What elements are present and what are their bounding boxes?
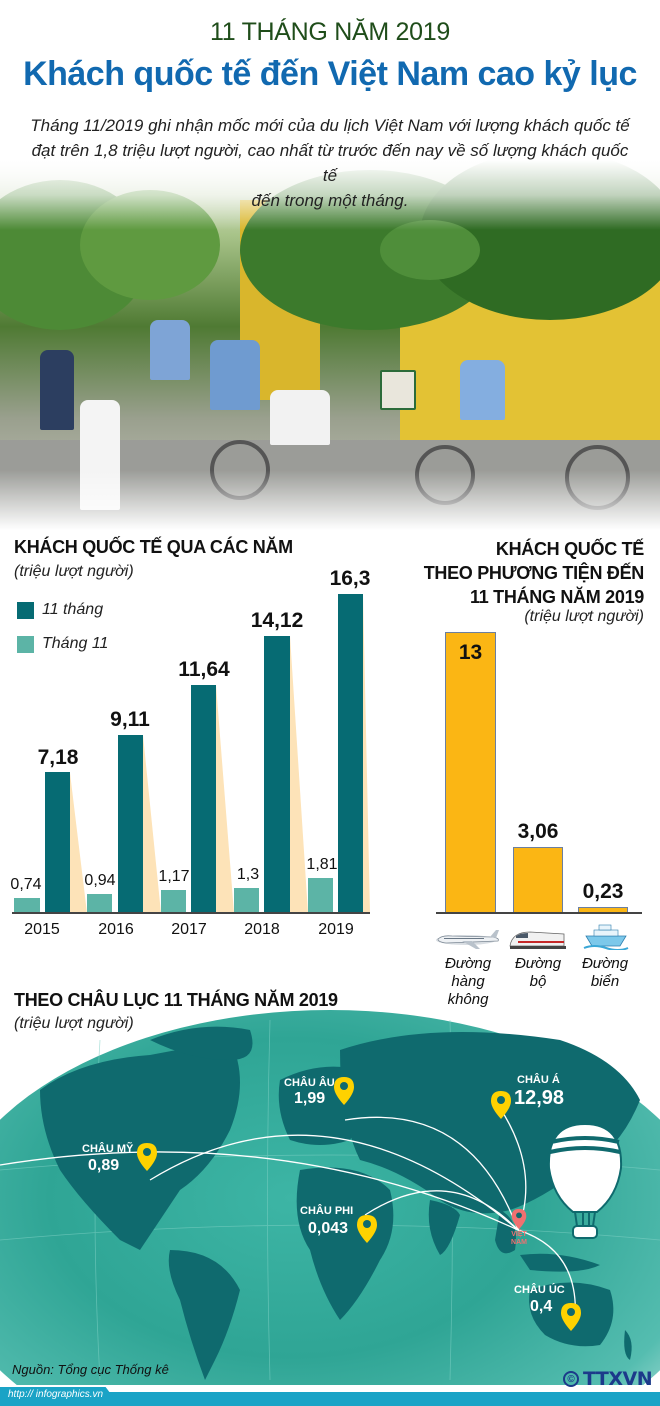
region-value-europe: 1,99 xyxy=(294,1090,326,1107)
label-2017-11-thang: 11,64 xyxy=(178,658,230,681)
year-label: 2018 xyxy=(244,921,280,938)
map-pin-oceania-icon xyxy=(561,1303,581,1331)
vietnam-label: VIỆT NAM xyxy=(506,1231,532,1247)
label-2019-thang-11: 1,81 xyxy=(306,856,338,873)
bar-2019-11-thang xyxy=(338,594,363,913)
mode-label-road: Đường bộ xyxy=(503,955,573,991)
bar-2018-11-thang xyxy=(264,636,290,913)
airplane-icon xyxy=(436,930,499,949)
intro-text: Tháng 11/2019 ghi nhận mốc mới của du lị… xyxy=(30,113,630,213)
label-2017-thang-11: 1,17 xyxy=(158,868,190,885)
mode-line: Đường xyxy=(444,955,492,972)
train-icon xyxy=(509,931,566,949)
world-map xyxy=(0,1000,660,1385)
ship-icon xyxy=(583,924,629,950)
bar-2015-11-thang xyxy=(45,772,70,913)
label-2018-11-thang: 14,12 xyxy=(250,609,304,632)
region-value-americas: 0,89 xyxy=(88,1157,120,1174)
hot-air-balloon-icon xyxy=(547,1122,623,1239)
bar-2017-11-thang xyxy=(191,685,216,913)
bar-2016-11-thang xyxy=(118,735,143,913)
map-title: THEO CHÂU LỤC 11 THÁNG NĂM 2019 xyxy=(14,990,338,1010)
vn-line: VIỆT xyxy=(511,1231,527,1238)
ttxvn-logo: © TTXVN xyxy=(563,1368,653,1390)
intro-line: đạt trên 1,8 triệu lượt người, cao nhất … xyxy=(31,141,629,185)
title-line: THEO PHƯƠNG TIỆN ĐẾN xyxy=(423,563,645,583)
chart-unit-years: (triệu lượt người) xyxy=(14,563,134,580)
region-name-europe: CHÂU ÂU xyxy=(284,1077,335,1089)
region-name-asia: CHÂU Á xyxy=(517,1074,560,1086)
title-line: 11 THÁNG NĂM 2019 xyxy=(470,587,644,607)
legend-label: 11 tháng xyxy=(42,601,104,618)
title-line: KHÁCH QUỐC TẾ xyxy=(495,539,644,559)
map-pin-vietnam-icon xyxy=(511,1208,527,1230)
intro-line: Tháng 11/2019 ghi nhận mốc mới của du lị… xyxy=(30,116,630,135)
map-pin-africa-icon xyxy=(357,1215,377,1243)
region-name-africa: CHÂU PHI xyxy=(300,1205,354,1217)
legend-swatch xyxy=(17,601,34,619)
bar-air xyxy=(445,632,496,913)
year-label: 2019 xyxy=(318,921,354,938)
copyright-icon: © xyxy=(563,1371,579,1387)
year-label: 2015 xyxy=(24,921,60,938)
legend-swatch xyxy=(17,635,34,653)
source-note: Nguồn: Tổng cục Thống kê xyxy=(12,1362,169,1377)
year-label: 2017 xyxy=(171,921,207,938)
label-2016-11-thang: 9,11 xyxy=(110,708,150,731)
bar-2017-thang-11 xyxy=(161,890,186,913)
mode-line: bộ xyxy=(529,973,547,990)
label-2018-thang-11: 1,3 xyxy=(236,866,260,883)
footer-tab xyxy=(0,1387,120,1406)
region-value-africa: 0,043 xyxy=(308,1220,349,1237)
mode-line: không xyxy=(447,991,489,1008)
legend-label: Tháng 11 xyxy=(42,635,109,652)
chart-unit-transport: (triệu lượt người) xyxy=(524,608,644,625)
region-value-oceania: 0,4 xyxy=(530,1298,553,1315)
intro-line: đến trong một tháng. xyxy=(251,191,409,210)
bar-2018-thang-11 xyxy=(234,888,259,913)
label-road: 3,06 xyxy=(517,820,559,843)
label-2019-11-thang: 16,3 xyxy=(329,567,371,590)
label-2016-thang-11: 0,94 xyxy=(84,872,116,889)
mode-label-air: Đường hàng không xyxy=(433,955,503,1009)
footer-bar xyxy=(0,1392,660,1406)
mode-line: hàng xyxy=(451,973,485,990)
region-name-oceania: CHÂU ÚC xyxy=(514,1284,565,1296)
map-pin-asia-icon xyxy=(491,1091,511,1119)
chart-title-years: KHÁCH QUỐC TẾ QUA CÁC NĂM xyxy=(14,537,293,557)
label-2015-11-thang: 7,18 xyxy=(37,746,79,769)
bar-2016-thang-11 xyxy=(87,894,112,913)
site-link[interactable]: http:// infographics.vn xyxy=(8,1389,104,1400)
bar-2015-thang-11 xyxy=(14,898,40,913)
label-2015-thang-11: 0,74 xyxy=(10,876,42,893)
vn-line: NAM xyxy=(511,1239,527,1246)
mode-label-sea: Đường biển xyxy=(570,955,640,991)
page-title: Khách quốc tế đến Việt Nam cao kỷ lục xyxy=(23,55,637,93)
map-pin-europe-icon xyxy=(334,1077,354,1105)
kicker: 11 THÁNG NĂM 2019 xyxy=(210,18,450,46)
map-pin-americas-icon xyxy=(137,1143,157,1171)
label-sea: 0,23 xyxy=(582,880,624,903)
hoi-an-street-photo xyxy=(0,160,660,530)
map-unit: (triệu lượt người) xyxy=(14,1015,134,1032)
bar-2019-thang-11 xyxy=(308,878,333,913)
year-label: 2016 xyxy=(98,921,134,938)
bar-road xyxy=(513,847,563,913)
region-name-americas: CHÂU MỸ xyxy=(82,1143,134,1155)
mode-line: Đường xyxy=(581,955,629,972)
legend-item-11-thang: 11 tháng xyxy=(17,600,108,620)
x-axis-line xyxy=(436,912,642,914)
region-value-asia: 12,98 xyxy=(514,1087,565,1109)
label-air: 13 xyxy=(458,641,483,664)
chart-title-transport: KHÁCH QUỐC TẾ THEO PHƯƠNG TIỆN ĐẾN 11 TH… xyxy=(423,537,645,609)
legend-item-thang-11: Tháng 11 xyxy=(17,634,108,654)
logo-text: TTXVN xyxy=(583,1368,653,1390)
mode-line: biển xyxy=(590,973,620,990)
mode-line: Đường xyxy=(514,955,562,972)
legend: 11 tháng Tháng 11 xyxy=(17,600,108,654)
x-axis-line xyxy=(12,912,370,914)
